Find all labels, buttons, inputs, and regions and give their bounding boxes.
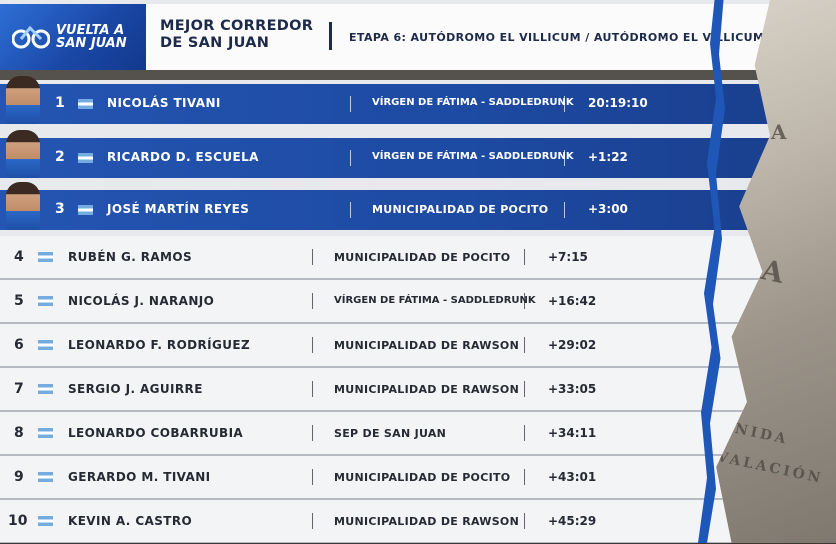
column-divider bbox=[524, 381, 525, 397]
column-divider bbox=[564, 202, 565, 218]
column-divider bbox=[524, 293, 525, 309]
rider-team: MUNICIPALIDAD DE POCITO bbox=[372, 203, 549, 216]
rider-team: VÍRGEN DE FÁTIMA - SADDLEDRUNK bbox=[372, 151, 574, 162]
standings-row[interactable]: 8 LEONARDO COBARRUBIA SEP DE SAN JUAN +34:1… bbox=[0, 412, 770, 456]
rider-time: +1:22 bbox=[588, 150, 628, 164]
standings-row[interactable]: 9 GERARDO M. TIVANI MUNICIPALIDAD DE POCIT… bbox=[0, 456, 770, 500]
argentina-flag-icon bbox=[38, 340, 53, 350]
rider-team: SEP DE SAN JUAN bbox=[334, 427, 447, 440]
rider-time: +43:01 bbox=[548, 470, 597, 484]
column-divider bbox=[524, 425, 525, 441]
rider-position: 1 bbox=[55, 95, 65, 111]
event-logo: VUELTA A SAN JUAN bbox=[0, 4, 146, 70]
column-divider bbox=[350, 150, 351, 166]
rider-position: 4 bbox=[14, 249, 24, 265]
column-divider bbox=[524, 513, 525, 529]
rider-position: 6 bbox=[14, 337, 24, 353]
rider-name: KEVIN A. CASTRO bbox=[68, 514, 193, 528]
rider-position: 9 bbox=[14, 469, 24, 485]
column-divider bbox=[312, 337, 313, 353]
column-divider bbox=[312, 513, 313, 529]
argentina-flag-icon bbox=[38, 428, 53, 438]
rider-name: NICOLÁS TIVANI bbox=[107, 96, 221, 110]
rider-position: 10 bbox=[8, 513, 28, 529]
standings-row[interactable]: 6 LEONARDO F. RODRÍGUEZ MUNICIPALIDAD DE R… bbox=[0, 324, 770, 368]
rider-team: VÍRGEN DE FÁTIMA - SADDLEDRUNK bbox=[372, 97, 574, 108]
argentina-flag-icon bbox=[38, 384, 53, 394]
rider-name: GERARDO M. TIVANI bbox=[68, 470, 211, 484]
argentina-flag-icon bbox=[38, 296, 53, 306]
rider-avatar bbox=[6, 76, 40, 124]
standings-row[interactable]: 5 NICOLÁS J. NARANJO VÍRGEN DE FÁTIMA - SA… bbox=[0, 280, 770, 324]
argentina-flag-icon bbox=[38, 252, 53, 262]
rider-team: MUNICIPALIDAD DE RAWSON bbox=[334, 383, 520, 396]
argentina-flag-icon bbox=[78, 153, 93, 163]
column-divider bbox=[312, 249, 313, 265]
rider-time: 20:19:10 bbox=[588, 96, 648, 110]
logo-text: VUELTA A SAN JUAN bbox=[56, 23, 127, 51]
rider-position: 7 bbox=[14, 381, 24, 397]
rider-position: 5 bbox=[14, 293, 24, 309]
rider-time: +16:42 bbox=[548, 294, 597, 308]
standings-row[interactable]: 10 KEVIN A. CASTRO MUNICIPALIDAD DE RAWSON… bbox=[0, 500, 770, 543]
rider-name: RUBÉN G. RAMOS bbox=[68, 250, 193, 264]
header-divider bbox=[329, 22, 332, 50]
rider-name: SERGIO J. AGUIRRE bbox=[68, 382, 203, 396]
column-divider bbox=[312, 381, 313, 397]
rider-name: RICARDO D. ESCUELA bbox=[107, 150, 259, 164]
rider-team: MUNICIPALIDAD DE RAWSON bbox=[334, 339, 520, 352]
standings-row[interactable]: 7 SERGIO J. AGUIRRE MUNICIPALIDAD DE RAWSO… bbox=[0, 368, 770, 412]
standings-panel: VUELTA A SAN JUAN MEJOR CORREDOR DE SAN … bbox=[0, 0, 770, 543]
podium-row[interactable]: 1 NICOLÁS TIVANI VÍRGEN DE FÁTIMA - SADDLE… bbox=[0, 76, 770, 124]
column-divider bbox=[350, 96, 351, 112]
rider-position: 2 bbox=[55, 149, 65, 165]
rider-avatar bbox=[6, 182, 40, 230]
map-text: VALACIÓN bbox=[715, 448, 825, 488]
argentina-flag-icon bbox=[78, 99, 93, 109]
rider-name: JOSÉ MARTÍN REYES bbox=[107, 202, 250, 216]
rider-time: +45:29 bbox=[548, 514, 597, 528]
column-divider bbox=[564, 150, 565, 166]
page-title: MEJOR CORREDOR DE SAN JUAN bbox=[160, 18, 314, 51]
rider-position: 3 bbox=[55, 201, 65, 217]
rider-name: LEONARDO COBARRUBIA bbox=[68, 426, 244, 440]
rider-name: LEONARDO F. RODRÍGUEZ bbox=[68, 338, 251, 352]
column-divider bbox=[524, 337, 525, 353]
rider-time: +7:15 bbox=[548, 250, 588, 264]
rider-avatar bbox=[6, 130, 40, 178]
rider-time: +3:00 bbox=[588, 202, 628, 216]
column-divider bbox=[564, 96, 565, 112]
rider-team: MUNICIPALIDAD DE POCITO bbox=[334, 251, 511, 264]
rider-team: VÍRGEN DE FÁTIMA - SADDLEDRUNK bbox=[334, 295, 536, 306]
standings-row[interactable]: 4 RUBÉN G. RAMOS MUNICIPALIDAD DE POCITO +7… bbox=[0, 236, 770, 280]
rider-time: +34:11 bbox=[548, 426, 597, 440]
rider-team: MUNICIPALIDAD DE RAWSON bbox=[334, 515, 520, 528]
rider-position: 8 bbox=[14, 425, 24, 441]
podium-row[interactable]: 2 RICARDO D. ESCUELA VÍRGEN DE FÁTIMA - SA… bbox=[0, 130, 770, 178]
stage-label: ETAPA 6: AUTÓDROMO EL VILLICUM / AUTÓDRO… bbox=[349, 31, 765, 44]
header-shadow-strip bbox=[0, 70, 770, 80]
column-divider bbox=[312, 293, 313, 309]
column-divider bbox=[312, 425, 313, 441]
rider-name: NICOLÁS J. NARANJO bbox=[68, 294, 215, 308]
column-divider bbox=[524, 249, 525, 265]
cyclist-logo-icon bbox=[12, 25, 50, 49]
argentina-flag-icon bbox=[38, 516, 53, 526]
column-divider bbox=[312, 469, 313, 485]
argentina-flag-icon bbox=[38, 472, 53, 482]
rider-time: +29:02 bbox=[548, 338, 597, 352]
podium-row[interactable]: 3 JOSÉ MARTÍN REYES MUNICIPALIDAD DE POCIT… bbox=[0, 182, 770, 230]
rider-team: MUNICIPALIDAD DE POCITO bbox=[334, 471, 511, 484]
column-divider bbox=[350, 202, 351, 218]
rider-time: +33:05 bbox=[548, 382, 597, 396]
column-divider bbox=[524, 469, 525, 485]
argentina-flag-icon bbox=[78, 205, 93, 215]
